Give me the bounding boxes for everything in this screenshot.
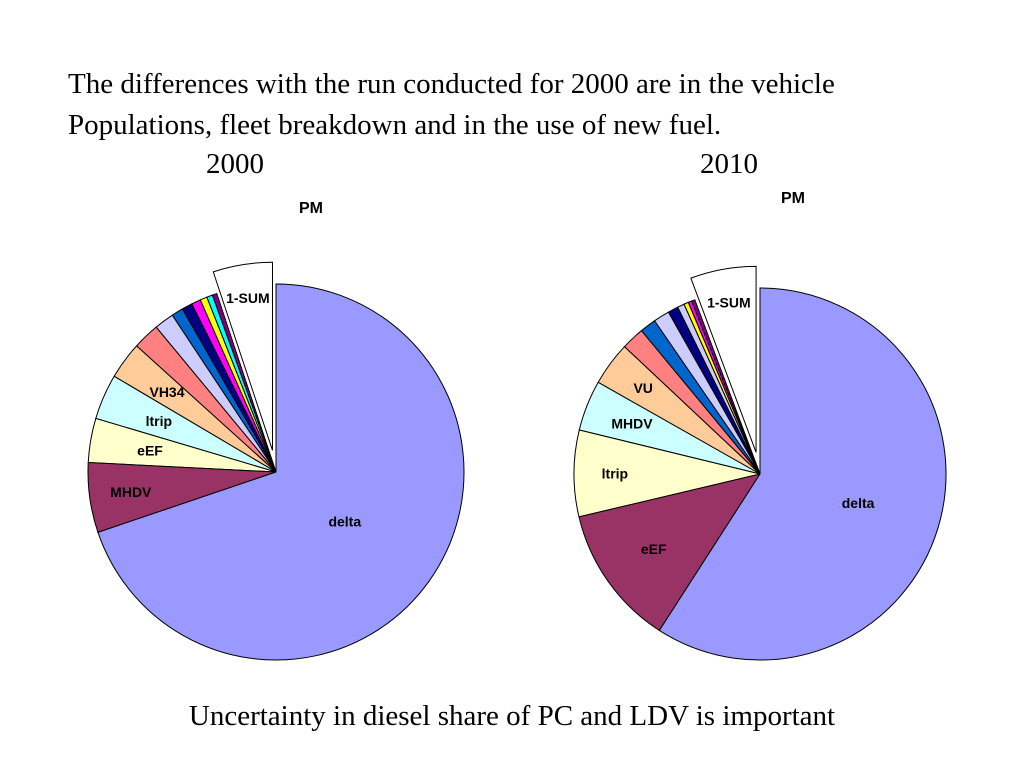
year-label-2010: 2010 — [700, 148, 758, 180]
year-label-2000: 2000 — [206, 148, 264, 180]
pie-label-eef: eEF — [641, 541, 667, 557]
pie-slice-1-sum — [690, 265, 757, 453]
pie-chart-2000: delta MHDV eEF ltrip VH34 1-SUM PM — [87, 200, 465, 661]
pie-label-mhdv: MHDV — [110, 484, 152, 500]
intro-line-1: The differences with the run conducted f… — [68, 68, 835, 100]
pie-label-delta: delta — [328, 513, 361, 529]
pie-chart-2010: delta eEF ltrip MHDV VU 1-SUM PM — [573, 190, 947, 661]
pie-title-2000: PM — [299, 200, 323, 217]
pie-label-ltrip: ltrip — [602, 466, 628, 482]
pie-slice-delta — [97, 283, 465, 661]
pie-label-delta: delta — [842, 495, 875, 511]
pie-slice-1-sum — [212, 261, 273, 451]
caption: Uncertainty in diesel share of PC and LD… — [188, 700, 836, 732]
pie-label-vu: VU — [633, 380, 652, 396]
pie-label-mhdv: MHDV — [611, 415, 653, 431]
pie-label-1-sum: 1-SUM — [226, 290, 270, 306]
pie-label-eef: eEF — [137, 442, 163, 458]
pie-label-1-sum: 1-SUM — [707, 294, 751, 310]
pie-label-ltrip: ltrip — [146, 413, 172, 429]
intro-line-2: Populations, fleet breakdown and in the … — [68, 109, 722, 141]
intro-text: The differences with the run conducted f… — [68, 64, 988, 146]
pie-label-vh34: VH34 — [149, 384, 184, 400]
pie-slice-eef — [578, 473, 762, 632]
pie-title-2010: PM — [781, 190, 805, 207]
pie-slice-delta — [658, 287, 947, 661]
